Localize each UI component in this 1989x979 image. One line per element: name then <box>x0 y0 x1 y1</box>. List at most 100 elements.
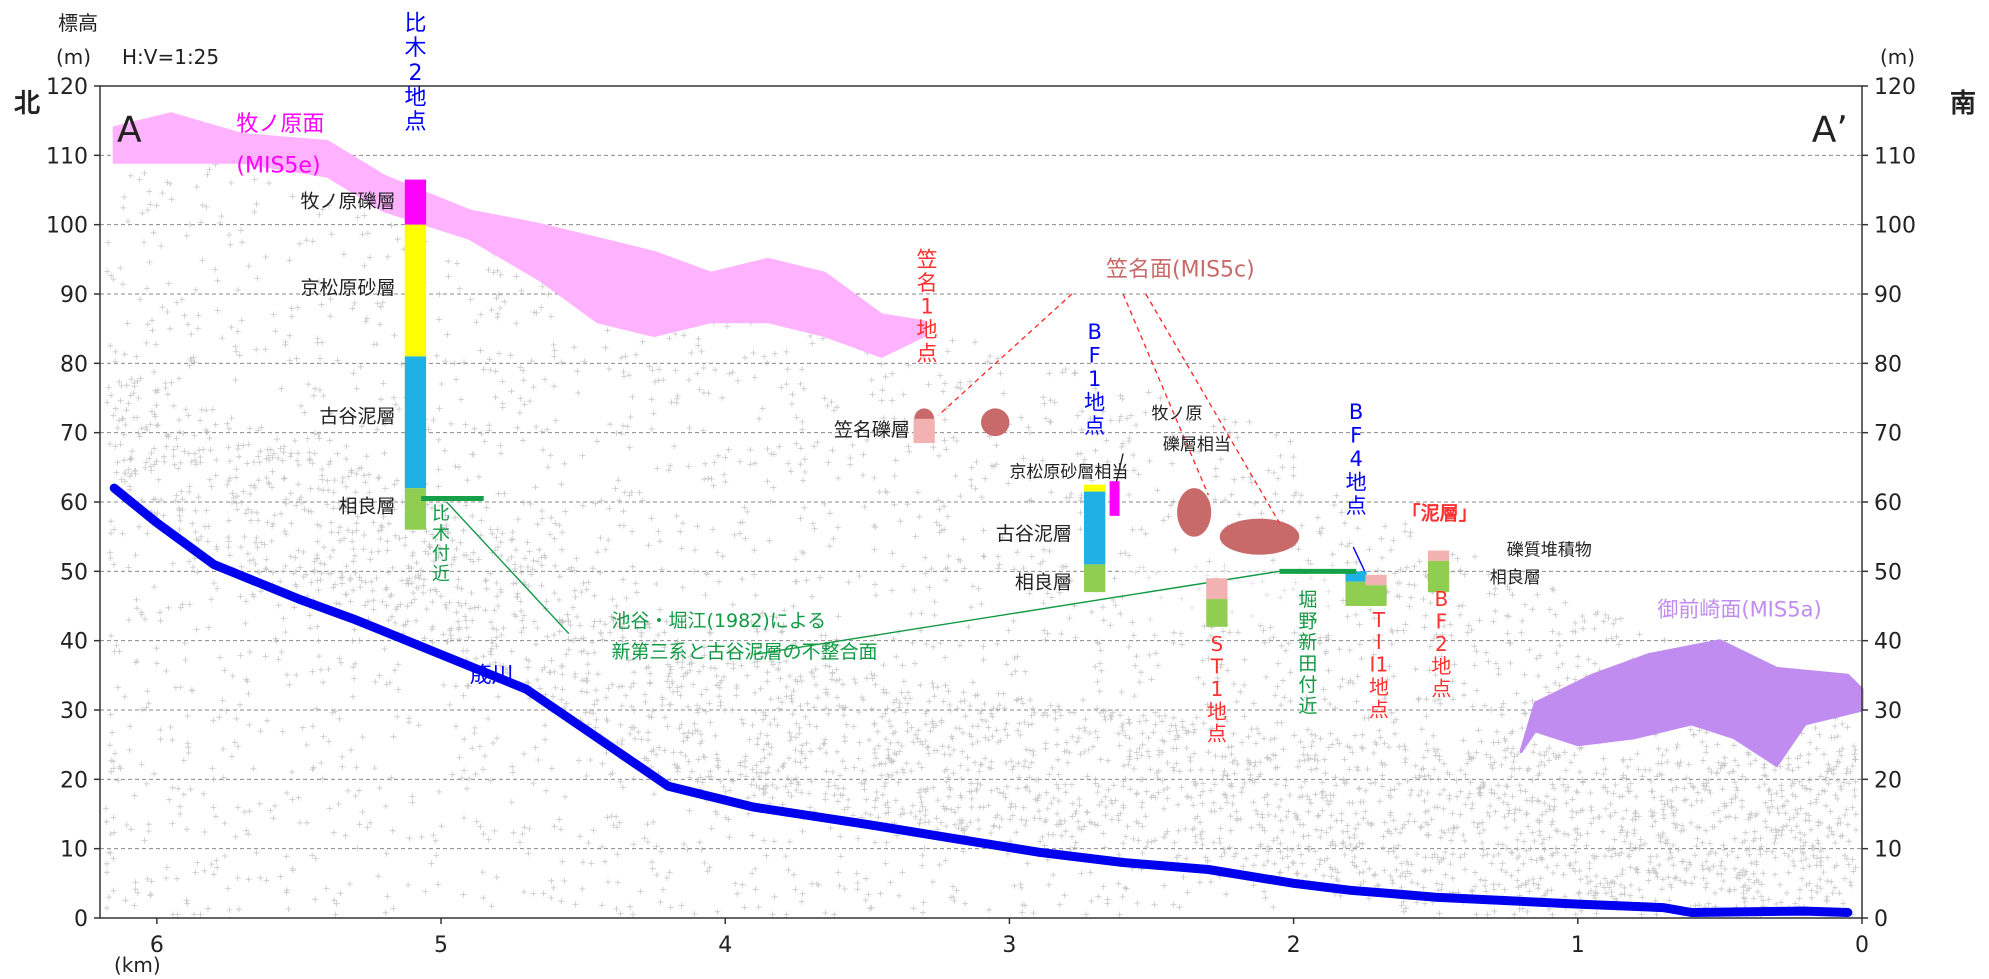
annotation-line: 笠名礫層 <box>834 419 910 441</box>
annotation-line: 新 <box>1298 632 1317 654</box>
leader-line <box>1122 293 1210 496</box>
x-tick-label: 1 <box>1571 933 1585 958</box>
annotation-line: 付 <box>1298 674 1317 696</box>
y-tick-label-right: 110 <box>1874 144 1916 169</box>
annotation-line: 古谷泥層 <box>996 523 1072 545</box>
borehole-columns <box>404 179 1450 627</box>
y-tick-label-left: 100 <box>46 214 88 239</box>
annotation-line: T <box>1210 654 1224 678</box>
annotation-label: 礫質堆積物 <box>1507 540 1592 560</box>
annotation-line: 地 <box>917 318 938 342</box>
y-tick-label-left: 70 <box>60 422 88 447</box>
annotation-label: 相良層 <box>1490 568 1541 588</box>
annotation-line: 堀 <box>1298 589 1317 611</box>
annotation-line: 新第三系と古谷泥層の不整合面 <box>612 641 878 663</box>
annotation-line: 礫層相当 <box>1163 435 1231 455</box>
annotation-line: 相良層 <box>1015 572 1072 594</box>
y-tick-label-left: 0 <box>74 907 88 932</box>
annotation-line: I <box>1376 630 1382 654</box>
y-tick-label-right: 50 <box>1874 560 1902 585</box>
y-axis-unit-right: (m) <box>1880 45 1915 69</box>
column-segment <box>1427 550 1450 561</box>
scale-note: H:V=1:25 <box>122 45 219 69</box>
river-line <box>109 483 1853 917</box>
y-tick-label-left: 10 <box>60 838 88 863</box>
x-axis-label: (km) <box>114 953 161 977</box>
kasana-patch <box>981 408 1010 437</box>
annotation-label: 筬川 <box>469 663 513 688</box>
terrace-surfaces <box>112 112 1864 767</box>
annotation-label: 古谷泥層 <box>320 405 396 427</box>
annotation-line: F <box>1089 344 1101 368</box>
annotation-line: 木 <box>404 36 426 61</box>
y-tick-label-left: 30 <box>60 699 88 724</box>
survey-points-gray <box>102 151 1859 918</box>
annotation-label: 新第三系と古谷泥層の不整合面 <box>612 641 878 663</box>
annotation-line: B <box>1087 320 1101 344</box>
y-tick-label-right: 30 <box>1874 699 1902 724</box>
annotation-line: B <box>1349 400 1363 424</box>
annotation-line: 地 <box>1084 391 1105 415</box>
annotation-line: 地 <box>404 85 426 110</box>
column-segment <box>1109 481 1120 516</box>
x-tick-label: 6 <box>150 933 164 958</box>
y-tick-label-left: 20 <box>60 768 88 793</box>
leader-line <box>937 293 1073 416</box>
y-tick-label-left: 50 <box>60 560 88 585</box>
leader-line <box>1352 546 1366 572</box>
gray-plus-markers <box>102 151 1859 918</box>
y-tick-label-right: 80 <box>1874 352 1902 377</box>
y-tick-label-right: 10 <box>1874 838 1902 863</box>
annotation-line: 近 <box>432 564 450 585</box>
annotation-line: 地 <box>1346 470 1367 494</box>
annotation-line: 木 <box>432 523 450 544</box>
annotation-line: T <box>1372 608 1386 632</box>
annotation-line: 1 <box>920 294 933 318</box>
annotation-label: 相良層 <box>1015 572 1072 594</box>
annotation-line: 1 <box>1211 677 1224 701</box>
leader-line <box>753 570 1280 656</box>
y-tick-label-left: 120 <box>46 75 88 100</box>
column-segment <box>1084 491 1106 565</box>
annotation-line: 点 <box>404 110 426 135</box>
annotation-label: 堀野新田付近 <box>1298 589 1317 717</box>
annotation-label: B F 2 地点 <box>1431 587 1451 701</box>
column-segment <box>1206 599 1228 627</box>
annotation-line: 点 <box>1084 414 1105 438</box>
y-tick-label-right: 120 <box>1874 75 1916 100</box>
y-axis-label: 標高 <box>58 11 98 35</box>
x-tick-label: 3 <box>1002 933 1016 958</box>
annotation-line: 近 <box>1298 695 1317 717</box>
annotation-line: 牧ノ原 <box>1152 404 1203 424</box>
column-segment <box>1206 578 1228 600</box>
annotation-line: 相良層 <box>1490 568 1541 588</box>
direction-north: 北 <box>14 89 40 119</box>
annotation-label: 京松原砂層 <box>301 277 396 299</box>
y-tick-label-left: 80 <box>60 352 88 377</box>
annotation-label: 比木付近 <box>432 503 450 584</box>
column-segment <box>1427 560 1450 593</box>
annotation-line: 1 <box>1088 367 1101 391</box>
y-tick-label-right: 60 <box>1874 491 1902 516</box>
annotation-label: (MIS5e) <box>236 154 320 179</box>
column-segment <box>1365 585 1387 606</box>
x-tick-label: 5 <box>434 933 448 958</box>
annotation-label: 牧ノ原 <box>1152 404 1203 424</box>
annotation-line: 池谷・堀江(1982)による <box>612 610 827 632</box>
x-tick-label: 2 <box>1287 933 1301 958</box>
annotation-line: 地 <box>1207 699 1227 723</box>
x-tick-label: 0 <box>1855 933 1869 958</box>
leader-lines <box>446 293 1366 656</box>
annotation-line: 点 <box>917 341 938 365</box>
annotation-line: 点 <box>1207 722 1227 746</box>
annotation-line: 笠名面(MIS5c) <box>1106 258 1255 283</box>
annotation-line: S <box>1211 632 1224 656</box>
annotation-line: 礫質堆積物 <box>1507 540 1592 560</box>
y-tick-label-right: 90 <box>1874 283 1902 308</box>
leader-line <box>1145 293 1281 524</box>
annotation-label: 笠名礫層 <box>834 419 910 441</box>
annotation-label: S T 1 地点 <box>1207 632 1227 746</box>
